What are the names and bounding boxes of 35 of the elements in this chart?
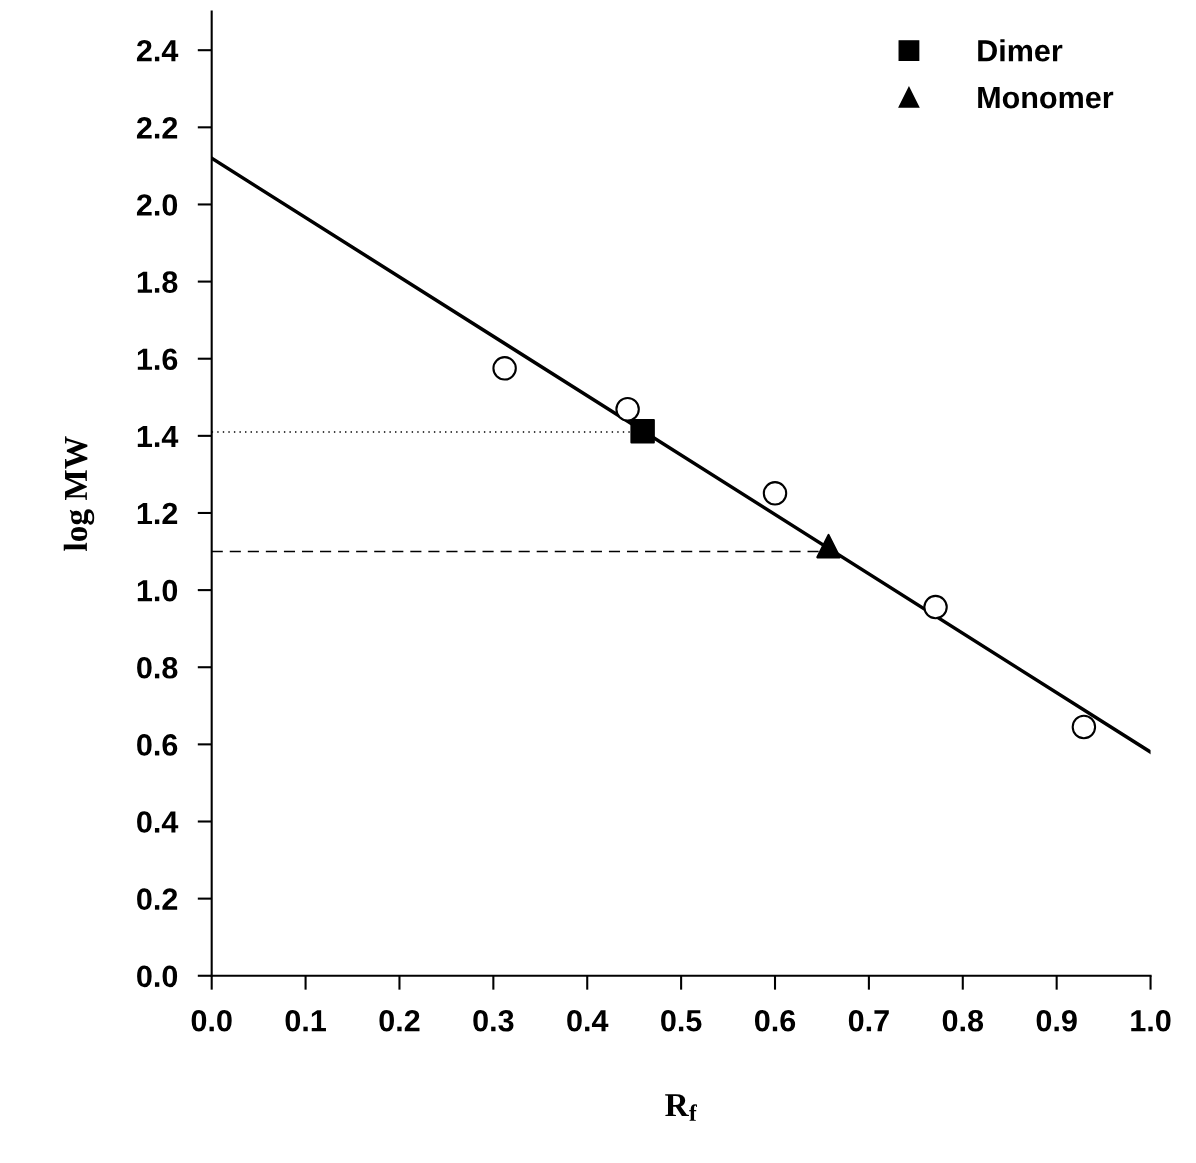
y-tick-label: 1.6 [137, 348, 178, 371]
point [630, 418, 655, 444]
x-tick-label: 0.8 [942, 1009, 984, 1032]
x-tick-label: 0.0 [191, 1009, 232, 1032]
y-tick-label: 0.8 [137, 656, 178, 679]
legend-label: Monomer [978, 87, 1114, 109]
y-tick-label: 2.4 [136, 39, 179, 62]
y-tick-label: 0.0 [137, 965, 178, 988]
y-tick-label: 0.6 [137, 734, 178, 756]
legend-label: Dimer [978, 39, 1063, 62]
point [816, 533, 841, 559]
x-tick-label: 0.3 [473, 1009, 514, 1032]
x-axis-title: R$_{f}$ [665, 1094, 697, 1121]
point [762, 481, 788, 506]
y-tick-label: 2.0 [136, 194, 178, 216]
y-tick-label: 2.2 [136, 117, 178, 139]
y-tick-label: 0.2 [137, 888, 178, 910]
point [923, 594, 948, 620]
x-tick-label: 0.2 [379, 1009, 420, 1032]
y-tick-label: 1.0 [137, 579, 178, 602]
x-tick-label: 0.4 [567, 1009, 609, 1032]
x-tick-label: 0.5 [661, 1009, 702, 1032]
point [615, 397, 640, 422]
x-tick-label: 0.1 [285, 1009, 326, 1032]
point [1071, 714, 1097, 740]
y-tick-label: 1.4 [137, 425, 179, 447]
point [492, 356, 517, 381]
y-tick-label: 0.4 [137, 811, 179, 833]
y-tick-label: 1.2 [137, 502, 178, 525]
y-axis-title: log MW [63, 436, 95, 551]
x-tick-label: 0.6 [754, 1009, 796, 1032]
x-tick-label: 0.7 [848, 1009, 889, 1032]
y-tick-label: 1.8 [137, 271, 178, 293]
x-tick-label: 0.9 [1036, 1009, 1077, 1032]
x-tick-label: 1.0 [1131, 1009, 1171, 1032]
